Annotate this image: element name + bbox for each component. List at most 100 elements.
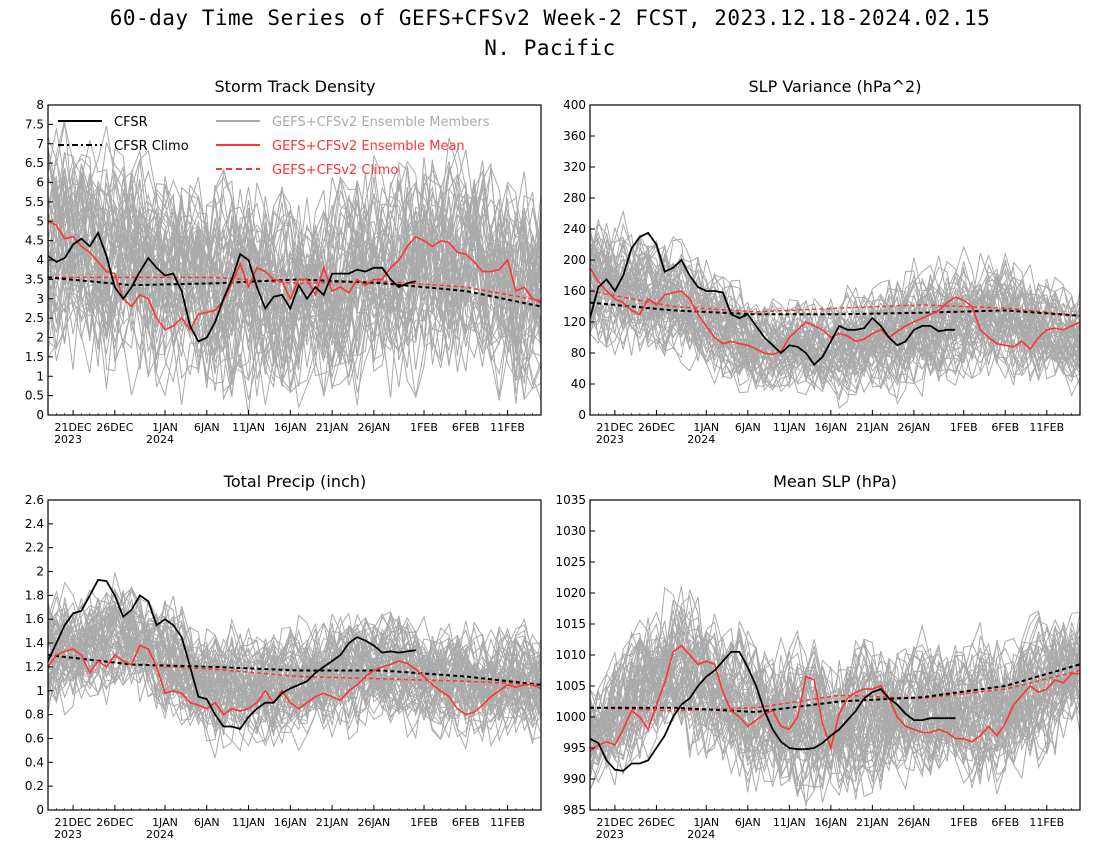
y-tick-label: 1020 bbox=[555, 586, 586, 600]
y-tick-label: 0.8 bbox=[25, 708, 44, 722]
y-tick-label: 8 bbox=[36, 98, 44, 112]
x-tick-label: 26DEC bbox=[96, 421, 133, 434]
ensemble-member-line bbox=[590, 279, 1080, 410]
x-tick-label: 16JAN bbox=[274, 816, 307, 829]
x-tick-label: 26JAN bbox=[897, 421, 930, 434]
y-tick-label: 5 bbox=[36, 214, 44, 228]
y-tick-label: 320 bbox=[563, 160, 586, 174]
y-tick-label: 1015 bbox=[555, 617, 586, 631]
y-tick-label: 2.2 bbox=[25, 541, 44, 555]
x-tick-label: 26JAN bbox=[357, 816, 390, 829]
legend-label: CFSR Climo bbox=[114, 139, 189, 154]
y-tick-label: 3 bbox=[36, 292, 44, 306]
cfsr-line bbox=[48, 578, 416, 730]
y-tick-label: 990 bbox=[563, 772, 586, 786]
y-tick-label: 985 bbox=[563, 803, 586, 817]
chart-panel-1: Storm Track Density 0 0.5 1 1.5 2 2.5 3 3.5 4 4.5 5… bbox=[25, 77, 542, 446]
ensemble-member-line bbox=[590, 599, 1080, 761]
ensemble-member-line bbox=[590, 266, 1080, 396]
plot-area bbox=[48, 119, 541, 415]
fcst-climo-line bbox=[590, 290, 1080, 317]
legend-label: GEFS+CFSv2 Climo bbox=[272, 163, 398, 178]
y-tick-label: 2 bbox=[36, 331, 44, 345]
x-tick-label: 1JAN bbox=[693, 421, 719, 434]
x-tick-label: 6FEB bbox=[452, 421, 480, 434]
y-tick-label: 2.6 bbox=[25, 493, 44, 507]
x-tick-label: 11FEB bbox=[1029, 816, 1064, 829]
y-tick-label: 0.5 bbox=[25, 389, 44, 403]
x-tick-label: 1FEB bbox=[410, 421, 438, 434]
y-tick-label: 1.5 bbox=[25, 350, 44, 364]
x-tick-label: 26JAN bbox=[357, 421, 390, 434]
ensemble-member-line bbox=[48, 149, 541, 320]
y-tick-label: 4.5 bbox=[25, 234, 44, 248]
x-tick-year-label: 2023 bbox=[54, 828, 82, 841]
x-tick-year-label: 2023 bbox=[596, 433, 624, 446]
x-tick-label: 21JAN bbox=[316, 421, 349, 434]
x-tick-label: 1FEB bbox=[950, 816, 978, 829]
ensemble-member-line bbox=[590, 254, 1080, 375]
y-tick-label: 2.5 bbox=[25, 311, 44, 325]
ensemble-members bbox=[590, 585, 1080, 807]
panel-title: Storm Track Density bbox=[215, 77, 376, 96]
x-tick-label: 6JAN bbox=[194, 816, 220, 829]
ensemble-member-line bbox=[48, 597, 541, 721]
fcst-climo-line bbox=[590, 669, 1080, 712]
y-tick-label: 0 bbox=[36, 803, 44, 817]
x-tick-label: 26DEC bbox=[96, 816, 133, 829]
ensemble-member-line bbox=[590, 239, 1080, 380]
ensemble-member-line bbox=[48, 616, 541, 735]
legend-label: CFSR bbox=[114, 115, 148, 130]
x-tick-label: 21DEC bbox=[596, 421, 633, 434]
x-tick-label: 11JAN bbox=[232, 816, 265, 829]
ensemble-member-line bbox=[590, 263, 1080, 392]
ensemble-member-line bbox=[48, 152, 541, 367]
x-tick-year-label: 2023 bbox=[54, 433, 82, 446]
x-tick-label: 21JAN bbox=[316, 816, 349, 829]
cfsr-line bbox=[590, 231, 956, 366]
legend-label: GEFS+CFSv2 Ensemble Mean bbox=[272, 139, 465, 154]
x-tick-label: 6FEB bbox=[991, 421, 1019, 434]
x-tick-label: 1JAN bbox=[152, 816, 178, 829]
x-tick-label: 11JAN bbox=[232, 421, 265, 434]
panel-title: Mean SLP (hPa) bbox=[773, 472, 897, 491]
y-tick-label: 160 bbox=[563, 284, 586, 298]
chart-panel-4: Mean SLP (hPa) 985 990 995 1000 1005 1010 1015 1… bbox=[555, 472, 1081, 841]
ensemble-member-line bbox=[590, 280, 1080, 399]
y-tick-label: 1000 bbox=[555, 710, 586, 724]
x-tick-year-label: 2024 bbox=[146, 828, 174, 841]
y-tick-label: 7.5 bbox=[25, 117, 44, 131]
x-tick-year-label: 2024 bbox=[687, 828, 715, 841]
x-tick-label: 16JAN bbox=[814, 816, 847, 829]
ensemble-member-line bbox=[590, 239, 1080, 369]
y-tick-label: 6.5 bbox=[25, 156, 44, 170]
cfsr-line bbox=[590, 651, 956, 772]
x-tick-label: 6JAN bbox=[194, 421, 220, 434]
ensemble-member-line bbox=[590, 621, 1080, 768]
y-tick-label: 1030 bbox=[555, 524, 586, 538]
ensemble-member-line bbox=[590, 629, 1080, 777]
ensemble-member-line bbox=[48, 224, 541, 401]
y-tick-label: 995 bbox=[563, 741, 586, 755]
x-tick-label: 26JAN bbox=[897, 816, 930, 829]
legend-label: GEFS+CFSv2 Ensemble Members bbox=[272, 115, 490, 130]
y-tick-label: 0.6 bbox=[25, 731, 44, 745]
x-tick-label: 21DEC bbox=[55, 421, 92, 434]
ensemble-member-line bbox=[48, 142, 541, 310]
y-tick-label: 1 bbox=[36, 369, 44, 383]
ensemble-member-line bbox=[48, 175, 541, 354]
x-tick-year-label: 2024 bbox=[146, 433, 174, 446]
panel-title: SLP Variance (hPa^2) bbox=[749, 77, 922, 96]
ensemble-member-line bbox=[590, 284, 1080, 392]
y-tick-label: 1.4 bbox=[25, 636, 44, 650]
y-tick-label: 1.8 bbox=[25, 588, 44, 602]
ensemble-mean-line bbox=[48, 644, 541, 716]
chart-panel-2: SLP Variance (hPa^2) 0 40 80 120 160 200 240 280… bbox=[563, 77, 1081, 446]
y-tick-label: 80 bbox=[571, 346, 586, 360]
x-tick-year-label: 2024 bbox=[687, 433, 715, 446]
ensemble-member-line bbox=[590, 209, 1080, 349]
y-tick-label: 400 bbox=[563, 98, 586, 112]
x-tick-label: 1FEB bbox=[410, 816, 438, 829]
x-tick-label: 1FEB bbox=[950, 421, 978, 434]
